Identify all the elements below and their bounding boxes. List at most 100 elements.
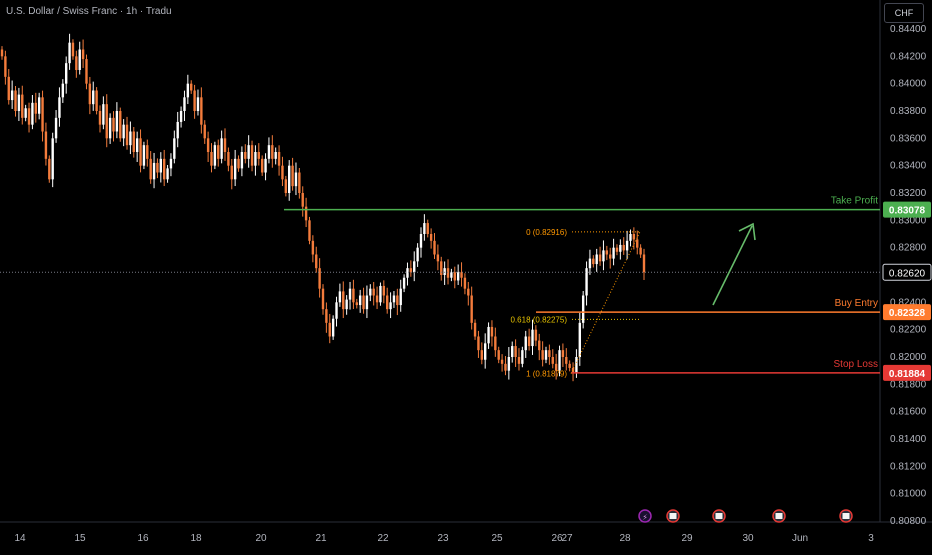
candle-body bbox=[51, 138, 54, 180]
y-tick-label: 0.80800 bbox=[890, 516, 927, 527]
candle-body bbox=[619, 244, 622, 252]
current-price-tag bbox=[882, 263, 932, 281]
candle-body bbox=[92, 90, 95, 105]
candle-body bbox=[0, 49, 4, 57]
take-profit-label: Take Profit bbox=[831, 196, 878, 207]
candle-body bbox=[277, 152, 281, 166]
candle-body bbox=[213, 145, 217, 166]
candle-body bbox=[426, 223, 429, 234]
candle-body bbox=[554, 363, 558, 371]
candle-body bbox=[568, 363, 571, 368]
candle-body bbox=[416, 247, 419, 262]
candle-body bbox=[602, 250, 605, 262]
currency-button[interactable]: CHF bbox=[884, 3, 924, 23]
y-tick-label: 0.81800 bbox=[890, 379, 927, 390]
candle-body bbox=[179, 111, 183, 122]
candle-body bbox=[159, 158, 163, 173]
fib-trend-line bbox=[570, 231, 641, 374]
candle-body bbox=[558, 350, 561, 371]
candle-body bbox=[507, 357, 511, 371]
take-profit-price-tag bbox=[883, 201, 931, 218]
x-tick-label: 21 bbox=[315, 533, 327, 544]
candle-body bbox=[223, 138, 227, 152]
candle-body bbox=[524, 336, 527, 351]
candle-body bbox=[44, 131, 48, 159]
candle-body bbox=[409, 268, 413, 273]
candle-body bbox=[352, 288, 355, 303]
buy-entry-label: Buy Entry bbox=[835, 298, 878, 309]
x-tick-label: 26 bbox=[551, 533, 563, 544]
y-tick-label: 0.82400 bbox=[890, 297, 927, 308]
candle-body bbox=[237, 158, 240, 169]
candle-body bbox=[193, 90, 196, 111]
candle-body bbox=[31, 102, 34, 125]
candle-body bbox=[119, 111, 122, 139]
candle-body bbox=[355, 302, 358, 306]
flag-icon bbox=[669, 513, 677, 519]
candle-body bbox=[21, 94, 24, 118]
candle-body bbox=[271, 145, 274, 159]
candle-body bbox=[173, 138, 176, 159]
lightning-event-icon[interactable] bbox=[638, 509, 652, 523]
candle-body bbox=[548, 350, 551, 357]
flag-icon bbox=[715, 513, 723, 519]
flag-icon bbox=[842, 513, 850, 519]
candle-body bbox=[81, 49, 85, 60]
y-tick-label: 0.81400 bbox=[890, 434, 927, 445]
candle-body bbox=[95, 90, 98, 111]
candle-body bbox=[200, 97, 203, 125]
candle-body bbox=[467, 288, 470, 296]
candle-body bbox=[247, 145, 250, 159]
candle-body bbox=[210, 152, 213, 166]
y-tick-label: 0.82200 bbox=[890, 325, 927, 336]
candle-body bbox=[477, 336, 480, 351]
stop-loss-price-tag bbox=[883, 364, 931, 381]
candle-body bbox=[311, 240, 315, 255]
y-tick-label: 0.84400 bbox=[890, 24, 927, 35]
y-tick-label: 0.84000 bbox=[890, 79, 927, 90]
candle-body bbox=[588, 258, 592, 269]
y-tick-label: 0.83600 bbox=[890, 133, 927, 144]
candle-body bbox=[625, 240, 629, 251]
candle-body bbox=[571, 367, 575, 374]
flag-icon bbox=[775, 513, 783, 519]
candle-body bbox=[639, 247, 642, 255]
candle-body bbox=[534, 329, 538, 341]
candle-body bbox=[112, 117, 115, 132]
candle-body bbox=[413, 261, 416, 273]
candle-body bbox=[396, 295, 399, 306]
candle-body bbox=[494, 336, 497, 351]
candle-body bbox=[348, 288, 352, 300]
candle-body bbox=[585, 268, 588, 296]
candle-body bbox=[264, 158, 267, 173]
candle-body bbox=[169, 158, 173, 169]
buy-entry-price-tag bbox=[883, 304, 931, 321]
candle-body bbox=[125, 124, 129, 146]
candle-body bbox=[284, 179, 288, 193]
candle-body bbox=[129, 131, 132, 146]
candle-body bbox=[176, 121, 179, 139]
candle-body bbox=[61, 83, 65, 98]
candle-body bbox=[379, 285, 382, 303]
x-tick-label: 27 bbox=[561, 533, 573, 544]
candle-body bbox=[551, 357, 554, 364]
candle-body bbox=[399, 288, 402, 306]
candle-body bbox=[41, 97, 44, 132]
candle-body bbox=[321, 288, 325, 310]
candle-body bbox=[304, 206, 308, 221]
candle-body bbox=[227, 152, 230, 166]
candle-body bbox=[575, 357, 578, 374]
candle-body bbox=[257, 152, 260, 159]
candle-body bbox=[250, 145, 254, 166]
y-tick-label: 0.82800 bbox=[890, 243, 927, 254]
candle-body bbox=[433, 240, 436, 255]
fib-level-label: 0 (0.82916) bbox=[526, 228, 567, 237]
candle-body bbox=[456, 272, 460, 281]
candle-body bbox=[436, 254, 440, 262]
candle-body bbox=[24, 108, 27, 118]
x-tick-label: Jun bbox=[792, 533, 808, 544]
candle-body bbox=[315, 254, 318, 269]
candle-body bbox=[527, 336, 531, 347]
candle-body bbox=[132, 131, 135, 152]
